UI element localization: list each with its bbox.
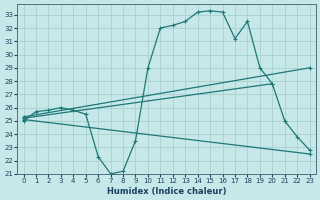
X-axis label: Humidex (Indice chaleur): Humidex (Indice chaleur) [107, 187, 226, 196]
